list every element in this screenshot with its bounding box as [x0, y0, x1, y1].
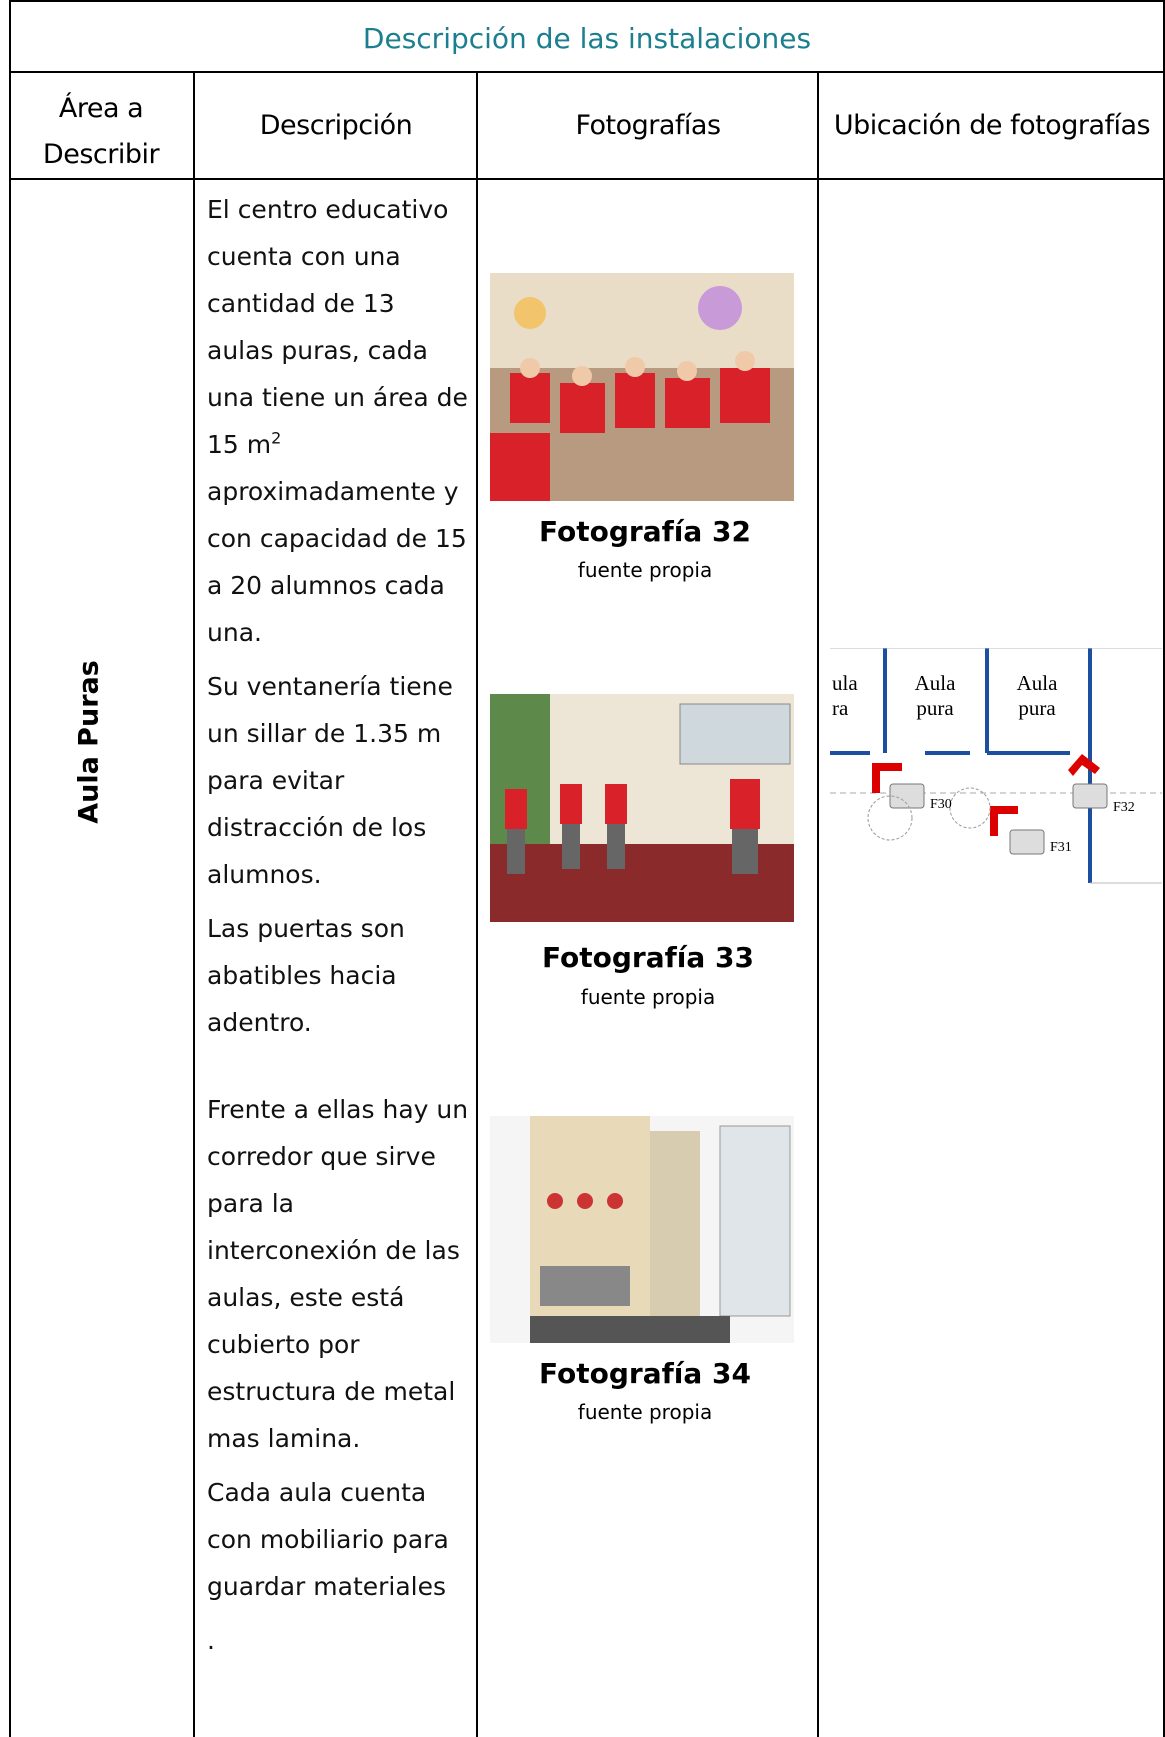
paragraph: El centro educativo cuenta con una canti…: [207, 186, 469, 656]
text: El centro educativo cuenta con una canti…: [207, 195, 468, 459]
superscript: 2: [271, 428, 282, 448]
photo-source: fuente propia: [577, 558, 713, 582]
room-label: ula: [832, 671, 858, 695]
camera-label: F30: [930, 797, 952, 812]
paragraph: Su ventanería tiene un sillar de 1.35 m …: [207, 672, 453, 889]
border: [9, 0, 1165, 2]
room-label: pura: [1018, 696, 1056, 720]
header-cell: Área a Describir: [42, 93, 160, 170]
description: El centro educativo cuenta con una canti…: [207, 186, 469, 1671]
area-label: Aula Puras: [73, 660, 105, 824]
border: [476, 71, 478, 1737]
room-label: Aula: [1017, 671, 1059, 695]
border: [193, 71, 195, 1737]
header-cell: Ubicación de fotografías: [833, 110, 1151, 141]
header-cell: Descripción: [259, 110, 413, 141]
border: [1163, 0, 1165, 1737]
paragraph: Frente a ellas hay un corredor que sirve…: [207, 1095, 469, 1453]
room-label: Aula: [915, 671, 957, 695]
location-map: ula ra Aula pura Aula pura F30 F31 F32: [830, 648, 1162, 884]
photo-source: fuente propia: [580, 985, 716, 1009]
photo-caption: Fotografía 33: [542, 941, 754, 974]
photo-caption: Fotografía 34: [539, 1357, 751, 1390]
photo: [490, 1116, 794, 1343]
camera-label: F32: [1113, 800, 1135, 815]
paragraph: Las puertas son abatibles hacia adentro.: [207, 914, 405, 1037]
paragraph: .: [207, 1626, 215, 1655]
header-cell: Fotografías: [575, 110, 721, 141]
border: [9, 71, 1165, 73]
paragraph: Cada aula cuenta con mobiliario para gua…: [207, 1478, 449, 1601]
photo: [490, 694, 794, 922]
room-label: ra: [832, 696, 849, 720]
border: [9, 0, 11, 1737]
camera-label: F31: [1050, 840, 1072, 855]
photo: [490, 273, 794, 501]
photo-caption: Fotografía 32: [539, 515, 751, 548]
border: [817, 71, 819, 1737]
border: [9, 178, 1165, 180]
text: aproximadamente y con capacidad de 15 a …: [207, 477, 467, 647]
title: Descripción de las instalaciones: [362, 22, 812, 55]
room-label: pura: [916, 696, 954, 720]
photo-source: fuente propia: [577, 1400, 713, 1424]
